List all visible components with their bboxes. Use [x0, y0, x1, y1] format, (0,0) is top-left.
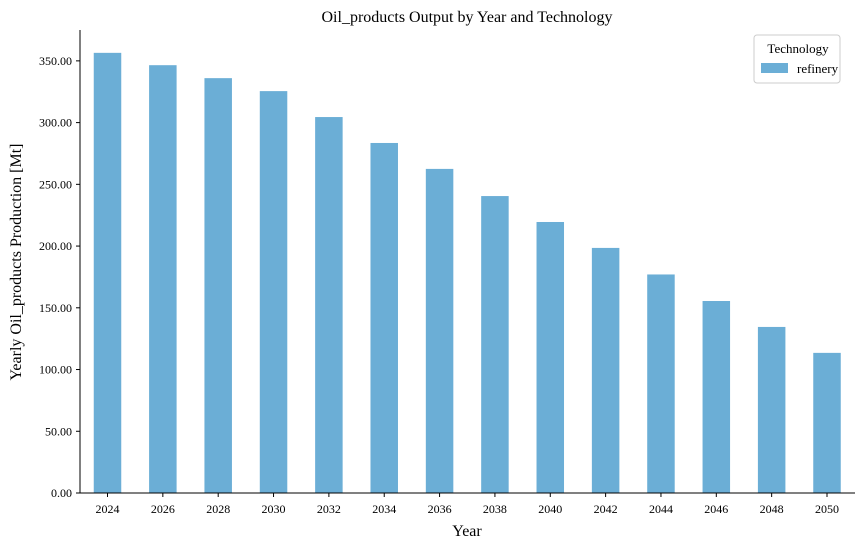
bar-refinery-2032 — [315, 117, 343, 493]
bar-refinery-2026 — [149, 65, 177, 494]
x-tick-label: 2024 — [96, 502, 120, 516]
bar-refinery-2034 — [370, 142, 398, 494]
x-tick-label: 2050 — [815, 502, 839, 516]
legend: Technology refinery — [753, 34, 841, 84]
bar-refinery-2044 — [647, 274, 675, 493]
legend-title: Technology — [767, 41, 829, 56]
x-tick-label: 2038 — [483, 502, 507, 516]
x-tick-label: 2032 — [317, 502, 341, 516]
x-tick-label: 2042 — [594, 502, 618, 516]
x-tick-label: 2046 — [704, 502, 728, 516]
legend-swatch-refinery — [761, 63, 788, 73]
bar-refinery-2042 — [591, 247, 620, 493]
y-tick-label: 100.00 — [39, 363, 72, 377]
x-tick-label: 2036 — [428, 502, 452, 516]
bar-refinery-2030 — [259, 91, 288, 493]
y-tick-label: 0.00 — [51, 486, 72, 500]
y-axis-label: Yearly Oil_products Production [Mt] — [8, 143, 25, 380]
y-tick-label: 150.00 — [39, 301, 72, 315]
x-tick-label: 2028 — [206, 502, 230, 516]
x-tick-label: 2044 — [649, 502, 673, 516]
x-tick-label: 2040 — [538, 502, 562, 516]
y-tick-label: 200.00 — [39, 239, 72, 253]
y-tick-label: 300.00 — [39, 116, 72, 130]
bar-refinery-2040 — [536, 221, 565, 493]
x-tick-label: 2026 — [151, 502, 175, 516]
legend-label-refinery: refinery — [797, 61, 839, 76]
bar-refinery-2038 — [481, 196, 509, 493]
bar-refinery-2050 — [813, 352, 841, 493]
chart-title: Oil_products Output by Year and Technolo… — [322, 9, 613, 26]
bar-refinery-2046 — [702, 301, 731, 493]
bars-group — [93, 52, 841, 494]
x-axis-label: Year — [452, 523, 482, 540]
x-tick-label: 2030 — [262, 502, 286, 516]
x-axis-ticks: 2024 2026 2028 2030 2032 2034 2036 2038 2040 2042… — [96, 493, 839, 516]
y-tick-label: 250.00 — [39, 177, 72, 191]
y-tick-label: 350.00 — [39, 54, 72, 68]
x-tick-label: 2034 — [372, 502, 396, 516]
bar-refinery-2028 — [204, 78, 232, 493]
y-tick-label: 50.00 — [45, 424, 72, 438]
bar-refinery-2036 — [425, 168, 454, 493]
bar-refinery-2024 — [93, 52, 122, 493]
bar-refinery-2048 — [757, 326, 786, 493]
x-tick-label: 2048 — [760, 502, 784, 516]
y-axis-ticks: 0.00 50.00 100.00 150.00 200.00 250.00 300.00 3… — [39, 54, 80, 500]
